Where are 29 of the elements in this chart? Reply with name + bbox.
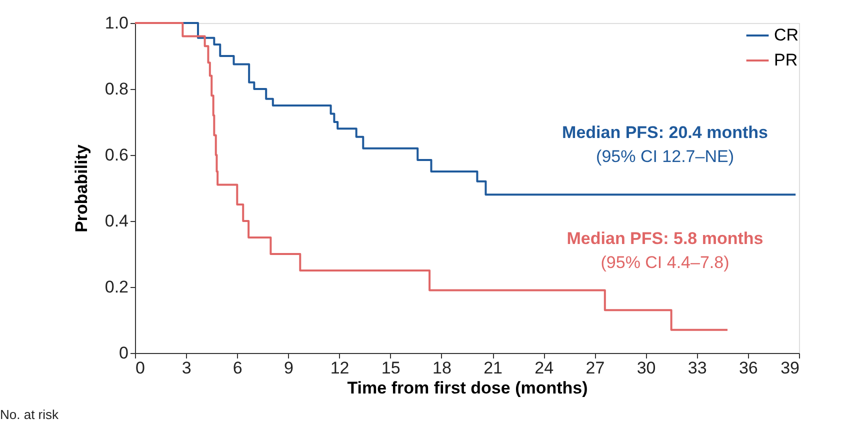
x-tick-label: 21 bbox=[484, 358, 502, 378]
legend-label: CR bbox=[774, 26, 799, 44]
x-tick-label: 15 bbox=[381, 358, 400, 378]
x-tick-label: 12 bbox=[330, 358, 350, 378]
y-tick-label: 0.4 bbox=[104, 212, 128, 230]
annotation: Median PFS: 5.8 months bbox=[566, 229, 764, 248]
x-tick-label: 24 bbox=[534, 358, 554, 378]
x-tick-label: 18 bbox=[432, 358, 452, 378]
y-axis-title: Probability bbox=[72, 144, 91, 232]
x-axis-title: Time from first dose (months) bbox=[347, 378, 588, 398]
x-tick-label: 9 bbox=[284, 358, 294, 378]
legend-label: PR bbox=[774, 50, 798, 70]
y-tick-label: 0.2 bbox=[104, 278, 128, 296]
annotation: Median PFS: 20.4 months bbox=[562, 123, 768, 142]
x-tick-label: 39 bbox=[780, 358, 800, 378]
x-tick-label: 36 bbox=[738, 358, 758, 378]
annotation: (95% CI 4.4–7.8) bbox=[600, 253, 730, 272]
x-tick-label: 30 bbox=[636, 358, 656, 378]
y-tick-label: 0 bbox=[119, 344, 128, 362]
x-tick-label: 0 bbox=[136, 358, 145, 378]
x-tick-label: 27 bbox=[586, 358, 605, 378]
text: No. at risk bbox=[0, 407, 60, 422]
y-tick-label: 0.8 bbox=[104, 80, 128, 98]
y-tick-label: 1.0 bbox=[104, 14, 128, 32]
x-tick-label: 33 bbox=[688, 358, 707, 378]
x-tick-label: 6 bbox=[232, 358, 242, 378]
annotation: (95% CI 12.7–NE) bbox=[596, 147, 734, 166]
x-tick-label: 3 bbox=[182, 358, 192, 378]
y-tick-label: 0.6 bbox=[104, 146, 128, 164]
